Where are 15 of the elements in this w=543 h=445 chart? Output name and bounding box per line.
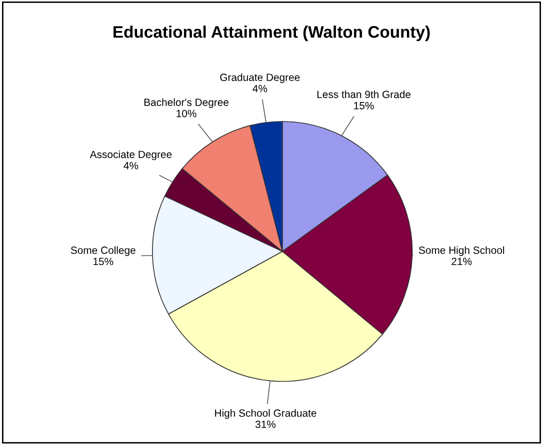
data-label: 4% <box>252 84 268 92</box>
slice-label: Less than 9th Grade <box>317 90 411 98</box>
data-label: 4% <box>124 162 138 170</box>
slice-label: Graduate Degree <box>220 73 300 84</box>
slice-label: Bachelor's Degree <box>144 98 228 108</box>
data-label: 10% <box>176 110 196 118</box>
slice-label: Some High School <box>418 246 504 256</box>
chart-title: Educational Attainment (Walton County) <box>114 26 430 42</box>
slice-label: High School Graduate <box>215 409 316 419</box>
slice-label: Associate Degree <box>90 150 172 160</box>
data-label: 31% <box>255 420 276 428</box>
data-label: 15% <box>354 102 374 110</box>
data-label: 21% <box>452 258 472 266</box>
data-label: 15% <box>94 258 114 266</box>
slice-label: Some College <box>70 246 136 256</box>
